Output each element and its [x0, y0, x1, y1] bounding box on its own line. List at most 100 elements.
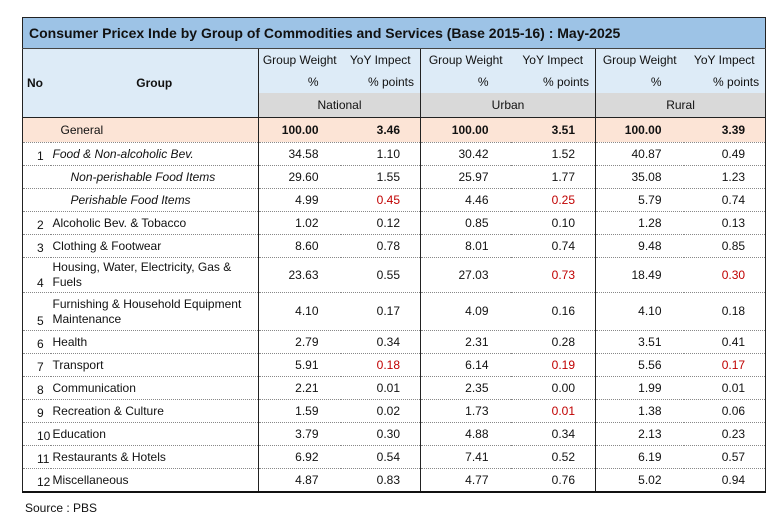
- row-group: Health: [50, 330, 259, 354]
- weight-value: 4.88: [420, 422, 511, 446]
- cpi-table: Consumer Pricex Inde by Group of Commodi…: [21, 17, 767, 493]
- table-row: 2 Alcoholic Bev. & Tobacco 1.02 0.12 0.85 0.1…: [22, 211, 767, 235]
- weight-value: 30.42: [420, 142, 511, 166]
- weight-value: 23.63: [258, 257, 341, 293]
- weight-value: 27.03: [420, 257, 511, 293]
- row-number: 8: [22, 376, 51, 400]
- weight-value: 2.79: [258, 330, 341, 354]
- header-yoy: YoY Impect: [340, 48, 421, 71]
- row-number: 1: [22, 142, 51, 166]
- yoy-value: 0.83: [340, 468, 421, 493]
- header-yoy-unit: % points: [340, 71, 421, 93]
- table-row: 12 Miscellaneous 4.87 0.83 4.77 0.76 5.02 0.94: [22, 468, 767, 493]
- weight-value: 9.48: [595, 234, 684, 258]
- yoy-value: 0.45: [340, 188, 421, 212]
- weight-value: 4.46: [420, 188, 511, 212]
- yoy-value: 0.34: [340, 330, 421, 354]
- header-yoy-unit: % points: [683, 71, 767, 93]
- row-group: Restaurants & Hotels: [50, 445, 259, 469]
- weight-value: 2.21: [258, 376, 341, 400]
- row-group: Perishable Food Items: [50, 188, 259, 212]
- yoy-value: 0.01: [340, 376, 421, 400]
- weight-value: 2.35: [420, 376, 511, 400]
- row-number: 2: [22, 211, 51, 235]
- weight-value: 100.00: [420, 117, 511, 143]
- weight-value: 1.73: [420, 399, 511, 423]
- yoy-value: 0.85: [683, 234, 767, 258]
- row-group: General: [50, 117, 259, 143]
- weight-value: 4.09: [420, 292, 511, 331]
- weight-value: 4.99: [258, 188, 341, 212]
- yoy-value: 3.46: [340, 117, 421, 143]
- yoy-value: 0.01: [683, 376, 767, 400]
- table-title: Consumer Pricex Inde by Group of Commodi…: [21, 17, 767, 49]
- region-urban: Urban: [420, 93, 596, 118]
- source-note: Source : PBS: [25, 501, 98, 515]
- weight-value: 1.28: [595, 211, 684, 235]
- yoy-value: 0.25: [510, 188, 596, 212]
- table-row: 1 Food & Non-alcoholic Bev. 34.58 1.10 30.42…: [22, 142, 767, 166]
- weight-value: 3.51: [595, 330, 684, 354]
- region-rural: Rural: [594, 93, 767, 118]
- yoy-value: 0.30: [683, 257, 767, 293]
- row-number: [22, 117, 51, 143]
- row-number: 11: [22, 445, 51, 469]
- weight-value: 5.91: [258, 353, 341, 377]
- row-group: Miscellaneous: [50, 468, 259, 493]
- row-group: Housing, Water, Electricity, Gas & Fuels: [50, 257, 259, 293]
- header-yoy-unit: % points: [510, 71, 596, 93]
- table-row: 8 Communication 2.21 0.01 2.35 0.00 1.99 0.01: [22, 376, 767, 400]
- weight-value: 18.49: [595, 257, 684, 293]
- weight-value: 29.60: [258, 165, 341, 189]
- table-row: 11 Restaurants & Hotels 6.92 0.54 7.41 0.52 6.…: [22, 445, 767, 469]
- yoy-value: 0.94: [683, 468, 767, 493]
- weight-value: 40.87: [595, 142, 684, 166]
- yoy-value: 1.52: [510, 142, 596, 166]
- yoy-value: 1.77: [510, 165, 596, 189]
- weight-value: 1.59: [258, 399, 341, 423]
- row-number: [22, 165, 51, 189]
- row-number: 6: [22, 330, 51, 354]
- table-row: 5 Furnishing & Household Equipment Mainte…: [22, 292, 767, 331]
- yoy-value: 0.00: [510, 376, 596, 400]
- yoy-value: 0.12: [340, 211, 421, 235]
- row-number: 9: [22, 399, 51, 423]
- header-yoy: YoY Impect: [683, 48, 767, 71]
- weight-value: 0.85: [420, 211, 511, 235]
- yoy-value: 0.06: [683, 399, 767, 423]
- weight-value: 35.08: [595, 165, 684, 189]
- table-row: 10 Education 3.79 0.30 4.88 0.34 2.13 0.23: [22, 422, 767, 446]
- yoy-value: 3.39: [683, 117, 767, 143]
- table-row: 7 Transport 5.91 0.18 6.14 0.19 5.56 0.17: [22, 353, 767, 377]
- weight-value: 1.99: [595, 376, 684, 400]
- row-number: 10: [22, 422, 51, 446]
- yoy-value: 0.57: [683, 445, 767, 469]
- weight-value: 6.19: [595, 445, 684, 469]
- yoy-value: 1.10: [340, 142, 421, 166]
- weight-value: 4.87: [258, 468, 341, 493]
- row-group: Furnishing & Household Equipment Mainten…: [50, 292, 259, 331]
- yoy-value: 0.23: [683, 422, 767, 446]
- header-no: No: [22, 48, 51, 118]
- weight-value: 1.38: [595, 399, 684, 423]
- table-row: 3 Clothing & Footwear 8.60 0.78 8.01 0.74 9.48…: [22, 234, 767, 258]
- yoy-value: 0.10: [510, 211, 596, 235]
- yoy-value: 0.18: [340, 353, 421, 377]
- yoy-value: 0.17: [340, 292, 421, 331]
- weight-value: 7.41: [420, 445, 511, 469]
- weight-value: 100.00: [595, 117, 684, 143]
- weight-value: 8.01: [420, 234, 511, 258]
- row-group: Transport: [50, 353, 259, 377]
- weight-value: 25.97: [420, 165, 511, 189]
- yoy-value: 0.49: [683, 142, 767, 166]
- row-number: 3: [22, 234, 51, 258]
- header-weight: Group Weight: [595, 48, 684, 71]
- yoy-value: 0.13: [683, 211, 767, 235]
- table-row: 6 Health 2.79 0.34 2.31 0.28 3.51 0.41: [22, 330, 767, 354]
- yoy-value: 0.19: [510, 353, 596, 377]
- header-weight: Group Weight: [258, 48, 341, 71]
- yoy-value: 0.54: [340, 445, 421, 469]
- weight-value: 8.60: [258, 234, 341, 258]
- yoy-value: 0.78: [340, 234, 421, 258]
